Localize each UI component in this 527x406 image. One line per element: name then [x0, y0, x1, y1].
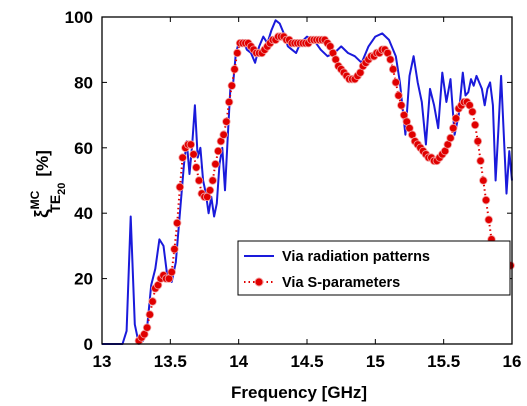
y-tick-label: 80 — [74, 73, 93, 92]
series-point-s-parameters — [391, 78, 401, 87]
series-point-s-parameters — [479, 176, 488, 185]
series-point-s-parameters — [470, 120, 480, 130]
series-point-s-parameters — [186, 140, 196, 149]
series-point-s-parameters — [397, 101, 406, 110]
plot-frame — [101, 16, 513, 345]
legend-marker-sparams — [254, 277, 264, 287]
series-point-s-parameters — [386, 55, 395, 64]
y-tick-label: 20 — [74, 270, 93, 289]
series-point-s-parameters — [148, 297, 157, 306]
series-point-s-parameters — [473, 137, 483, 146]
series-point-s-parameters — [211, 159, 220, 169]
series-point-s-parameters — [167, 267, 176, 277]
series-line-radiation-patterns — [102, 19, 513, 345]
y-label-symbol: ξ — [32, 209, 53, 218]
y-label-subsubscript: 20 — [56, 183, 68, 195]
y-axis-label: ξMC TE20 [%] — [28, 150, 68, 218]
series-point-s-parameters — [213, 146, 223, 156]
series-point-s-parameters — [178, 153, 187, 162]
y-label-subscript: TE — [47, 195, 63, 213]
x-tick-label: 15 — [366, 352, 385, 371]
series-point-s-parameters — [189, 150, 198, 159]
y-tick-label: 60 — [74, 139, 93, 158]
tick-labels: 13 13.5 14 14.5 15 15.5 16 0 20 40 60 80 100 — [65, 8, 522, 371]
series-point-s-parameters — [233, 48, 242, 58]
x-tick-label: 14.5 — [290, 352, 323, 371]
legend-label-radiation: Via radiation patterns — [282, 249, 430, 265]
x-tick-label: 16 — [503, 352, 522, 371]
legend-label-sparams: Via S-parameters — [282, 275, 400, 291]
y-tick-label: 0 — [84, 335, 93, 354]
series-point-s-parameters — [170, 244, 179, 254]
series-point-s-parameters — [481, 195, 491, 205]
series-point-s-parameters — [388, 65, 398, 74]
series-point-s-parameters — [205, 186, 215, 195]
x-tick-label: 13.5 — [154, 352, 187, 371]
x-axis-label: Frequency [GHz] — [231, 383, 367, 402]
x-tick-label: 15.5 — [427, 352, 460, 371]
series-point-s-parameters — [484, 215, 493, 224]
x-tick-label: 13 — [93, 352, 112, 371]
y-label-unit: [%] — [33, 150, 52, 176]
series-point-s-parameters — [208, 176, 217, 185]
series-point-s-parameters — [194, 176, 204, 185]
series-point-s-parameters — [451, 114, 461, 123]
series-point-s-parameters — [224, 97, 234, 107]
series-point-s-parameters — [230, 65, 239, 74]
legend: Via radiation patterns Via S-parameters — [237, 240, 511, 296]
series-point-s-parameters — [145, 310, 155, 319]
y-label-superscript: MC — [28, 190, 42, 209]
legend-box — [237, 240, 511, 296]
y-tick-label: 40 — [74, 204, 93, 223]
x-tick-label: 14 — [229, 352, 248, 371]
series-point-s-parameters — [476, 156, 485, 166]
series-point-s-parameters — [192, 163, 201, 172]
series-point-s-parameters — [172, 218, 182, 228]
series-point-s-parameters — [446, 133, 455, 143]
series-point-s-parameters — [394, 91, 403, 100]
series-point-s-parameters — [142, 323, 152, 332]
series-point-s-parameters — [219, 130, 228, 139]
series-point-s-parameters — [449, 123, 458, 133]
series-point-s-parameters — [222, 117, 231, 126]
series-point-s-parameters — [227, 81, 237, 90]
series-point-s-parameters — [175, 182, 185, 192]
series-point-s-parameters — [468, 107, 477, 117]
y-tick-label: 100 — [65, 8, 93, 27]
